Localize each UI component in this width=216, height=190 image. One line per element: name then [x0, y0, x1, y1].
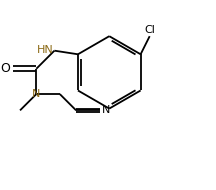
Text: HN: HN: [37, 45, 54, 55]
Text: O: O: [0, 62, 10, 75]
Text: Cl: Cl: [144, 25, 155, 35]
Text: N: N: [32, 89, 41, 99]
Text: N: N: [102, 105, 110, 115]
